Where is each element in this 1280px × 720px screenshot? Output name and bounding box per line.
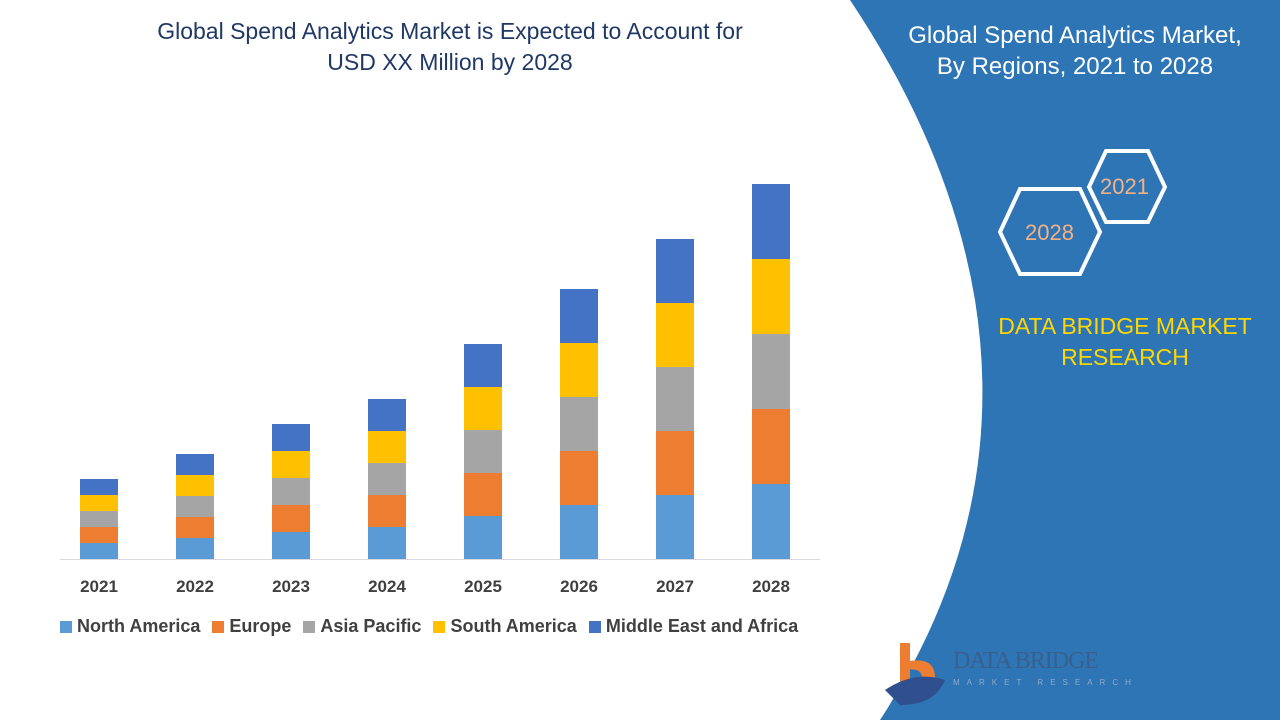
bar-2028-europe [752, 409, 790, 484]
brand-text: DATA BRIDGE MARKET RESEARCH [980, 311, 1270, 373]
x-tick-labels: 2021 2022 2023 2024 2025 2026 2027 2028 [80, 577, 790, 596]
bar-2021-asia-pacific [80, 511, 118, 527]
legend-item: Europe [212, 616, 291, 637]
bar-2024-asia-pacific [368, 463, 406, 495]
bar-2021-north-america [80, 543, 118, 559]
legend-label: Middle East and Africa [605, 616, 799, 636]
bar-2027-asia-pacific [656, 367, 694, 431]
x-tick-2024: 2024 [368, 577, 406, 596]
side-panel [850, 0, 1280, 720]
x-tick-2022: 2022 [176, 577, 214, 596]
hex-label-2021: 2021 [1100, 174, 1149, 199]
legend-swatch [433, 620, 446, 633]
title-line-2: USD XX Million by 2028 [327, 49, 573, 75]
bar-2022-asia-pacific [176, 496, 214, 517]
brand-line-1: DATA BRIDGE MARKET [998, 313, 1252, 339]
bar-2027-south-america [656, 303, 694, 367]
legend-swatch [588, 620, 601, 633]
bar-2021-south-america [80, 495, 118, 511]
legend-label: Asia Pacific [320, 616, 422, 636]
bar-2028-south-america [752, 259, 790, 334]
bar-2023-europe [272, 505, 310, 532]
x-tick-2023: 2023 [272, 577, 310, 596]
side-panel-title: Global Spend Analytics Market, By Region… [890, 20, 1260, 82]
legend-swatch [212, 620, 225, 633]
bar-2023-north-america [272, 532, 310, 559]
bar-2022-north-america [176, 538, 214, 559]
x-tick-2026: 2026 [560, 577, 598, 596]
bar-2023-middle-east-and-africa [272, 424, 310, 451]
bar-2028-north-america [752, 484, 790, 559]
x-tick-2027: 2027 [656, 577, 694, 596]
bars-group [80, 184, 790, 559]
bar-2026-south-america [560, 343, 598, 397]
x-tick-2025: 2025 [464, 577, 502, 596]
bar-2026-asia-pacific [560, 397, 598, 451]
hexagon-2028 [997, 187, 1103, 276]
bar-2026-middle-east-and-africa [560, 289, 598, 343]
legend-item: South America [433, 616, 577, 637]
x-tick-2028: 2028 [752, 577, 790, 596]
bar-2023-asia-pacific [272, 478, 310, 505]
bar-2025-middle-east-and-africa [464, 344, 502, 387]
hex-label-2028: 2028 [1025, 220, 1074, 245]
brand-line-2: RESEARCH [1061, 344, 1189, 370]
bar-2025-north-america [464, 516, 502, 559]
bar-2024-europe [368, 495, 406, 527]
bar-2027-middle-east-and-africa [656, 239, 694, 303]
legend-label: South America [450, 616, 577, 636]
bar-2028-asia-pacific [752, 334, 790, 409]
bar-2025-europe [464, 473, 502, 516]
bar-2027-europe [656, 431, 694, 495]
bar-2026-europe [560, 451, 598, 505]
logo-subtitle: MARKET RESEARCH [953, 678, 1138, 687]
bar-2027-north-america [656, 495, 694, 559]
bar-2021-middle-east-and-africa [80, 479, 118, 495]
title-line-1: Global Spend Analytics Market is Expecte… [157, 18, 743, 44]
legend-item: Middle East and Africa [588, 616, 799, 637]
bar-2024-south-america [368, 431, 406, 463]
hexagon-2021 [1086, 149, 1168, 224]
legend-item: Asia Pacific [303, 616, 421, 637]
bar-2028-middle-east-and-africa [752, 184, 790, 259]
bar-2023-south-america [272, 451, 310, 478]
legend-label: Europe [229, 616, 292, 636]
bar-2021-europe [80, 527, 118, 543]
bar-2024-north-america [368, 527, 406, 559]
bar-2025-asia-pacific [464, 430, 502, 473]
legend-item: North America [60, 616, 200, 637]
bar-2025-south-america [464, 387, 502, 430]
bar-2022-south-america [176, 475, 214, 496]
legend-swatch [303, 620, 316, 633]
logo-name: DATA BRIDGE [953, 648, 1099, 674]
bar-2022-middle-east-and-africa [176, 454, 214, 475]
x-tick-2021: 2021 [80, 577, 118, 596]
bar-2024-middle-east-and-africa [368, 399, 406, 431]
side-title-line-2: By Regions, 2021 to 2028 [936, 53, 1214, 80]
side-title-line-1: Global Spend Analytics Market, [908, 22, 1242, 49]
legend: North America Europe Asia Pacific South Ame… [60, 616, 798, 637]
legend-label: North America [77, 616, 201, 636]
chart-title: Global Spend Analytics Market is Expecte… [80, 16, 820, 78]
bar-2026-north-america [560, 505, 598, 559]
legend-swatch [60, 620, 72, 633]
bar-2022-europe [176, 517, 214, 538]
logo-icon [885, 643, 945, 705]
